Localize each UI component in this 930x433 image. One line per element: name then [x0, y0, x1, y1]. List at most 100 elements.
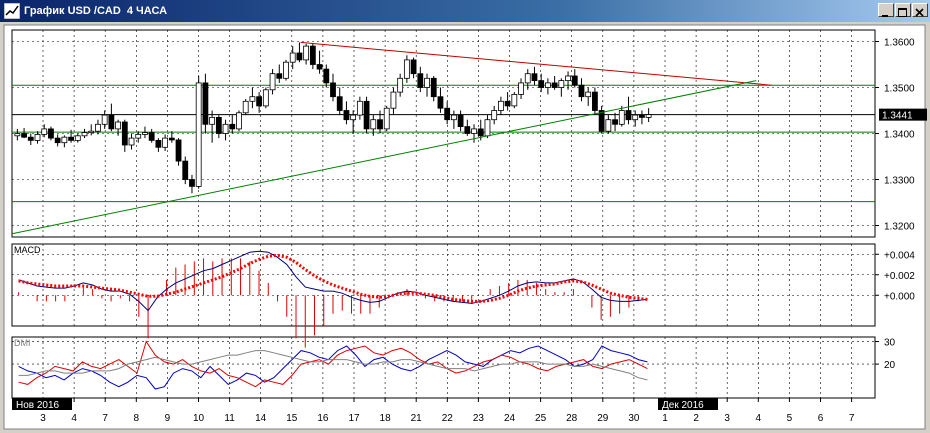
candle-body [551, 82, 558, 88]
candle-body [343, 110, 350, 121]
candle-body [202, 82, 209, 125]
minimize-button[interactable] [878, 3, 894, 17]
candle-body [639, 114, 645, 118]
current-price-box [879, 108, 927, 121]
candle-body [276, 73, 283, 79]
window-title: График USD /CAD 4 ЧАСА [24, 5, 168, 17]
macd-tick-label: +0.000 [884, 291, 915, 302]
candle-body [444, 107, 451, 121]
x-tick-label: 3 [724, 413, 730, 424]
candle-body [524, 73, 531, 84]
price-tick-label: 1.3300 [884, 176, 915, 187]
candle-body [54, 137, 61, 144]
candle-body [148, 132, 155, 141]
candle-body [571, 75, 578, 86]
candle-body [377, 119, 383, 130]
candle-body [504, 100, 511, 107]
dmi-tick-label: 30 [884, 338, 896, 349]
candle-body [578, 84, 585, 98]
candle-body [115, 121, 121, 130]
x-tick-label: 7 [849, 413, 855, 424]
candle-body [336, 96, 343, 111]
minimize-icon [882, 15, 888, 17]
candle-body [108, 114, 115, 130]
candle-body [242, 100, 249, 114]
candle-body [397, 77, 404, 93]
candle-body [121, 121, 128, 146]
x-tick-label: 11 [224, 413, 235, 424]
candle-body [222, 123, 229, 134]
candle-body [269, 73, 276, 91]
candle-body [363, 100, 370, 130]
price-tick-label: 1.3200 [884, 222, 915, 233]
x-tick-label: 22 [442, 413, 454, 424]
candle-body [538, 80, 545, 88]
candle-body [585, 91, 592, 98]
candle-body [565, 75, 571, 81]
macd-tick-label: +0.004 [884, 250, 915, 261]
candle-body [424, 77, 430, 88]
candle-body [68, 136, 74, 141]
x-tick-label: 7 [102, 413, 108, 424]
candle-body [430, 77, 437, 98]
candle-body [162, 137, 169, 148]
candle-body [256, 96, 263, 107]
candle-body [592, 91, 598, 111]
x-tick-label: 3 [40, 413, 46, 424]
candle-body [618, 110, 625, 125]
candle-body [283, 61, 289, 79]
candle-body [309, 45, 316, 65]
candle-body [632, 114, 639, 121]
maximize-button[interactable] [895, 3, 911, 17]
candle-body [303, 45, 310, 61]
candle-body [330, 82, 336, 98]
candle-body [236, 112, 242, 130]
candle-body [316, 64, 323, 70]
dmi-line-2 [18, 350, 648, 381]
close-button[interactable] [912, 3, 928, 17]
title-bar[interactable]: График USD /CAD 4 ЧАСА [0, 0, 930, 22]
x-tick-label: 2 [693, 413, 699, 424]
x-tick-label: 18 [380, 413, 392, 424]
x-tick-label: 23 [473, 413, 485, 424]
candle-body [403, 59, 410, 79]
price-tick-label: 1.3400 [884, 130, 915, 141]
candle-body [289, 52, 296, 63]
candle-body [450, 114, 457, 121]
x-tick-label: 4 [71, 413, 77, 424]
current-price-label: 1.3441 [882, 111, 913, 122]
candle-body [612, 119, 618, 125]
candle-body [21, 133, 27, 138]
chart-app-icon [4, 3, 20, 19]
candle-body [249, 96, 256, 102]
candle-body [88, 130, 95, 133]
x-tick-label: 5 [787, 413, 793, 424]
candle-body [209, 117, 216, 125]
candle-body [189, 179, 195, 187]
dmi-panel-title: DMI [14, 338, 31, 348]
period-label: Дек 2016 [662, 400, 704, 411]
candle-body [168, 137, 175, 141]
candle-body [61, 136, 68, 144]
candle-body [350, 114, 357, 121]
candle-body [497, 100, 504, 111]
period-label-box [658, 398, 718, 410]
candle-body [417, 73, 424, 88]
x-tick-label: 4 [756, 413, 762, 424]
candle-body [296, 52, 303, 61]
candle-body [511, 94, 518, 107]
candle-body [598, 110, 605, 132]
candle-body [457, 114, 464, 127]
macd-signal-line [18, 253, 648, 303]
candle-body [41, 128, 48, 135]
candle-body [383, 107, 390, 130]
period-label: Нов 2016 [16, 400, 60, 411]
candle-body [531, 73, 538, 82]
candle-body [175, 139, 182, 162]
x-tick-label: 28 [566, 413, 578, 424]
dmi-line-0 [18, 345, 648, 390]
candle-body [491, 110, 498, 121]
candle-body [477, 128, 484, 137]
candle-body [410, 59, 417, 75]
